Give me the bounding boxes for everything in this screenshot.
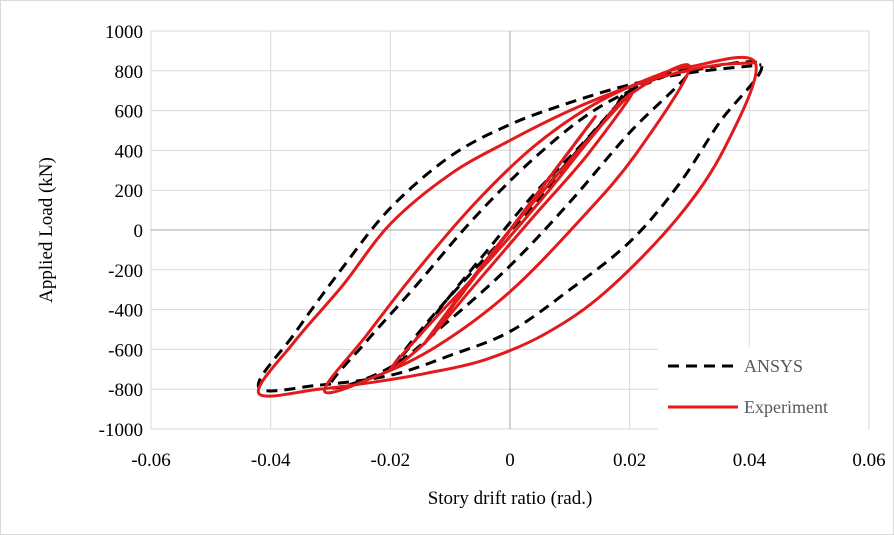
y-tick-label: -1000 [99,420,143,441]
x-tick-label: 0 [505,450,515,471]
x-tick-label: -0.02 [371,450,411,471]
x-tick-label: 0.06 [852,450,885,471]
legend-label-ansys: ANSYS [744,356,803,376]
y-tick-label: 200 [115,181,144,202]
y-tick-label: 600 [115,102,144,123]
tick-labels: 1000 800 600 400 200 0 -200 -400 -600 -800 -1000 -0… [99,22,886,471]
x-tick-label: 0.04 [733,450,767,471]
legend: ANSYS Experiment [658,347,868,433]
series-line-ansys [256,60,764,393]
y-tick-label: 1000 [105,22,143,43]
x-tick-label: -0.04 [251,450,291,471]
y-tick-label: 800 [115,62,144,83]
y-tick-label: -400 [108,301,143,322]
y-tick-label: -600 [108,340,143,361]
x-axis-title: Story drift ratio (rad.) [428,488,593,509]
y-tick-label: -800 [108,380,143,401]
y-tick-label: -200 [108,261,143,282]
legend-box [658,347,868,433]
series-line-experiment [256,55,758,398]
y-tick-label: 0 [134,221,144,242]
legend-label-experiment: Experiment [744,397,828,417]
series-layer [256,55,764,398]
y-tick-label: 400 [115,141,144,162]
x-tick-label: 0.02 [613,450,646,471]
y-axis-title: Applied Load (kN) [36,157,57,303]
x-tick-label: -0.06 [131,450,171,471]
